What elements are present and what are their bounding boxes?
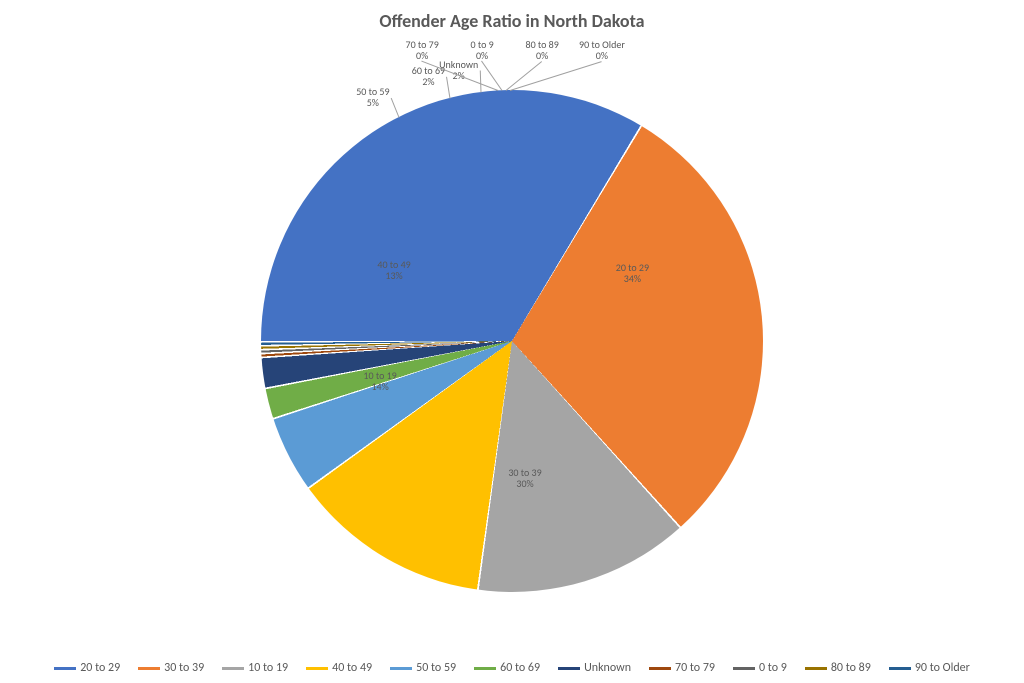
legend-swatch <box>474 667 496 670</box>
legend-label: 70 to 79 <box>675 661 715 675</box>
chart-title: Offender Age Ratio in North Dakota <box>0 10 1024 32</box>
chart-container: Offender Age Ratio in North Dakota 20 to… <box>0 0 1024 683</box>
legend-label: Unknown <box>584 661 631 675</box>
leader-line <box>482 61 503 91</box>
legend-label: 80 to 89 <box>831 661 871 675</box>
legend-swatch <box>558 667 580 670</box>
legend-item: 70 to 79 <box>649 661 715 675</box>
slice-label: 50 to 595% <box>356 86 389 108</box>
legend-swatch <box>138 667 160 670</box>
legend-item: 20 to 29 <box>54 661 120 675</box>
slice-label: 20 to 2934% <box>616 262 649 284</box>
legend-label: 90 to Older <box>915 661 970 675</box>
legend-swatch <box>733 667 755 670</box>
legend-swatch <box>805 667 827 670</box>
slice-label: 40 to 4913% <box>377 259 410 281</box>
slice-label: 80 to 890% <box>526 39 559 61</box>
legend-label: 40 to 49 <box>332 661 372 675</box>
legend-label: 30 to 39 <box>164 661 204 675</box>
legend-item: 10 to 19 <box>222 661 288 675</box>
legend-label: 10 to 19 <box>248 661 288 675</box>
legend-item: 30 to 39 <box>138 661 204 675</box>
slice-label: 30 to 3930% <box>508 467 541 489</box>
pie-chart <box>261 90 763 592</box>
legend-swatch <box>889 667 911 670</box>
legend-label: 20 to 29 <box>80 661 120 675</box>
legend-label: 0 to 9 <box>759 661 787 675</box>
legend-swatch <box>222 667 244 670</box>
legend-item: 40 to 49 <box>306 661 372 675</box>
legend-label: 50 to 59 <box>416 661 456 675</box>
legend-swatch <box>54 667 76 670</box>
legend-swatch <box>306 667 328 670</box>
slice-label: 70 to 790% <box>406 39 439 61</box>
legend-item: 90 to Older <box>889 661 970 675</box>
slice-label: 0 to 90% <box>471 39 494 61</box>
pie-holder <box>261 90 763 592</box>
legend-item: 0 to 9 <box>733 661 787 675</box>
legend-item: 50 to 59 <box>390 661 456 675</box>
legend-item: 80 to 89 <box>805 661 871 675</box>
legend-item: Unknown <box>558 661 631 675</box>
legend-swatch <box>649 667 671 670</box>
slice-label: 10 to 1914% <box>363 370 396 392</box>
legend-swatch <box>390 667 412 670</box>
legend-item: 60 to 69 <box>474 661 540 675</box>
slice-label: 90 to Older0% <box>579 39 625 61</box>
legend: 20 to 29 30 to 39 10 to 19 40 to 49 50 to 59… <box>0 661 1024 675</box>
legend-label: 60 to 69 <box>500 661 540 675</box>
leader-line <box>480 71 482 93</box>
